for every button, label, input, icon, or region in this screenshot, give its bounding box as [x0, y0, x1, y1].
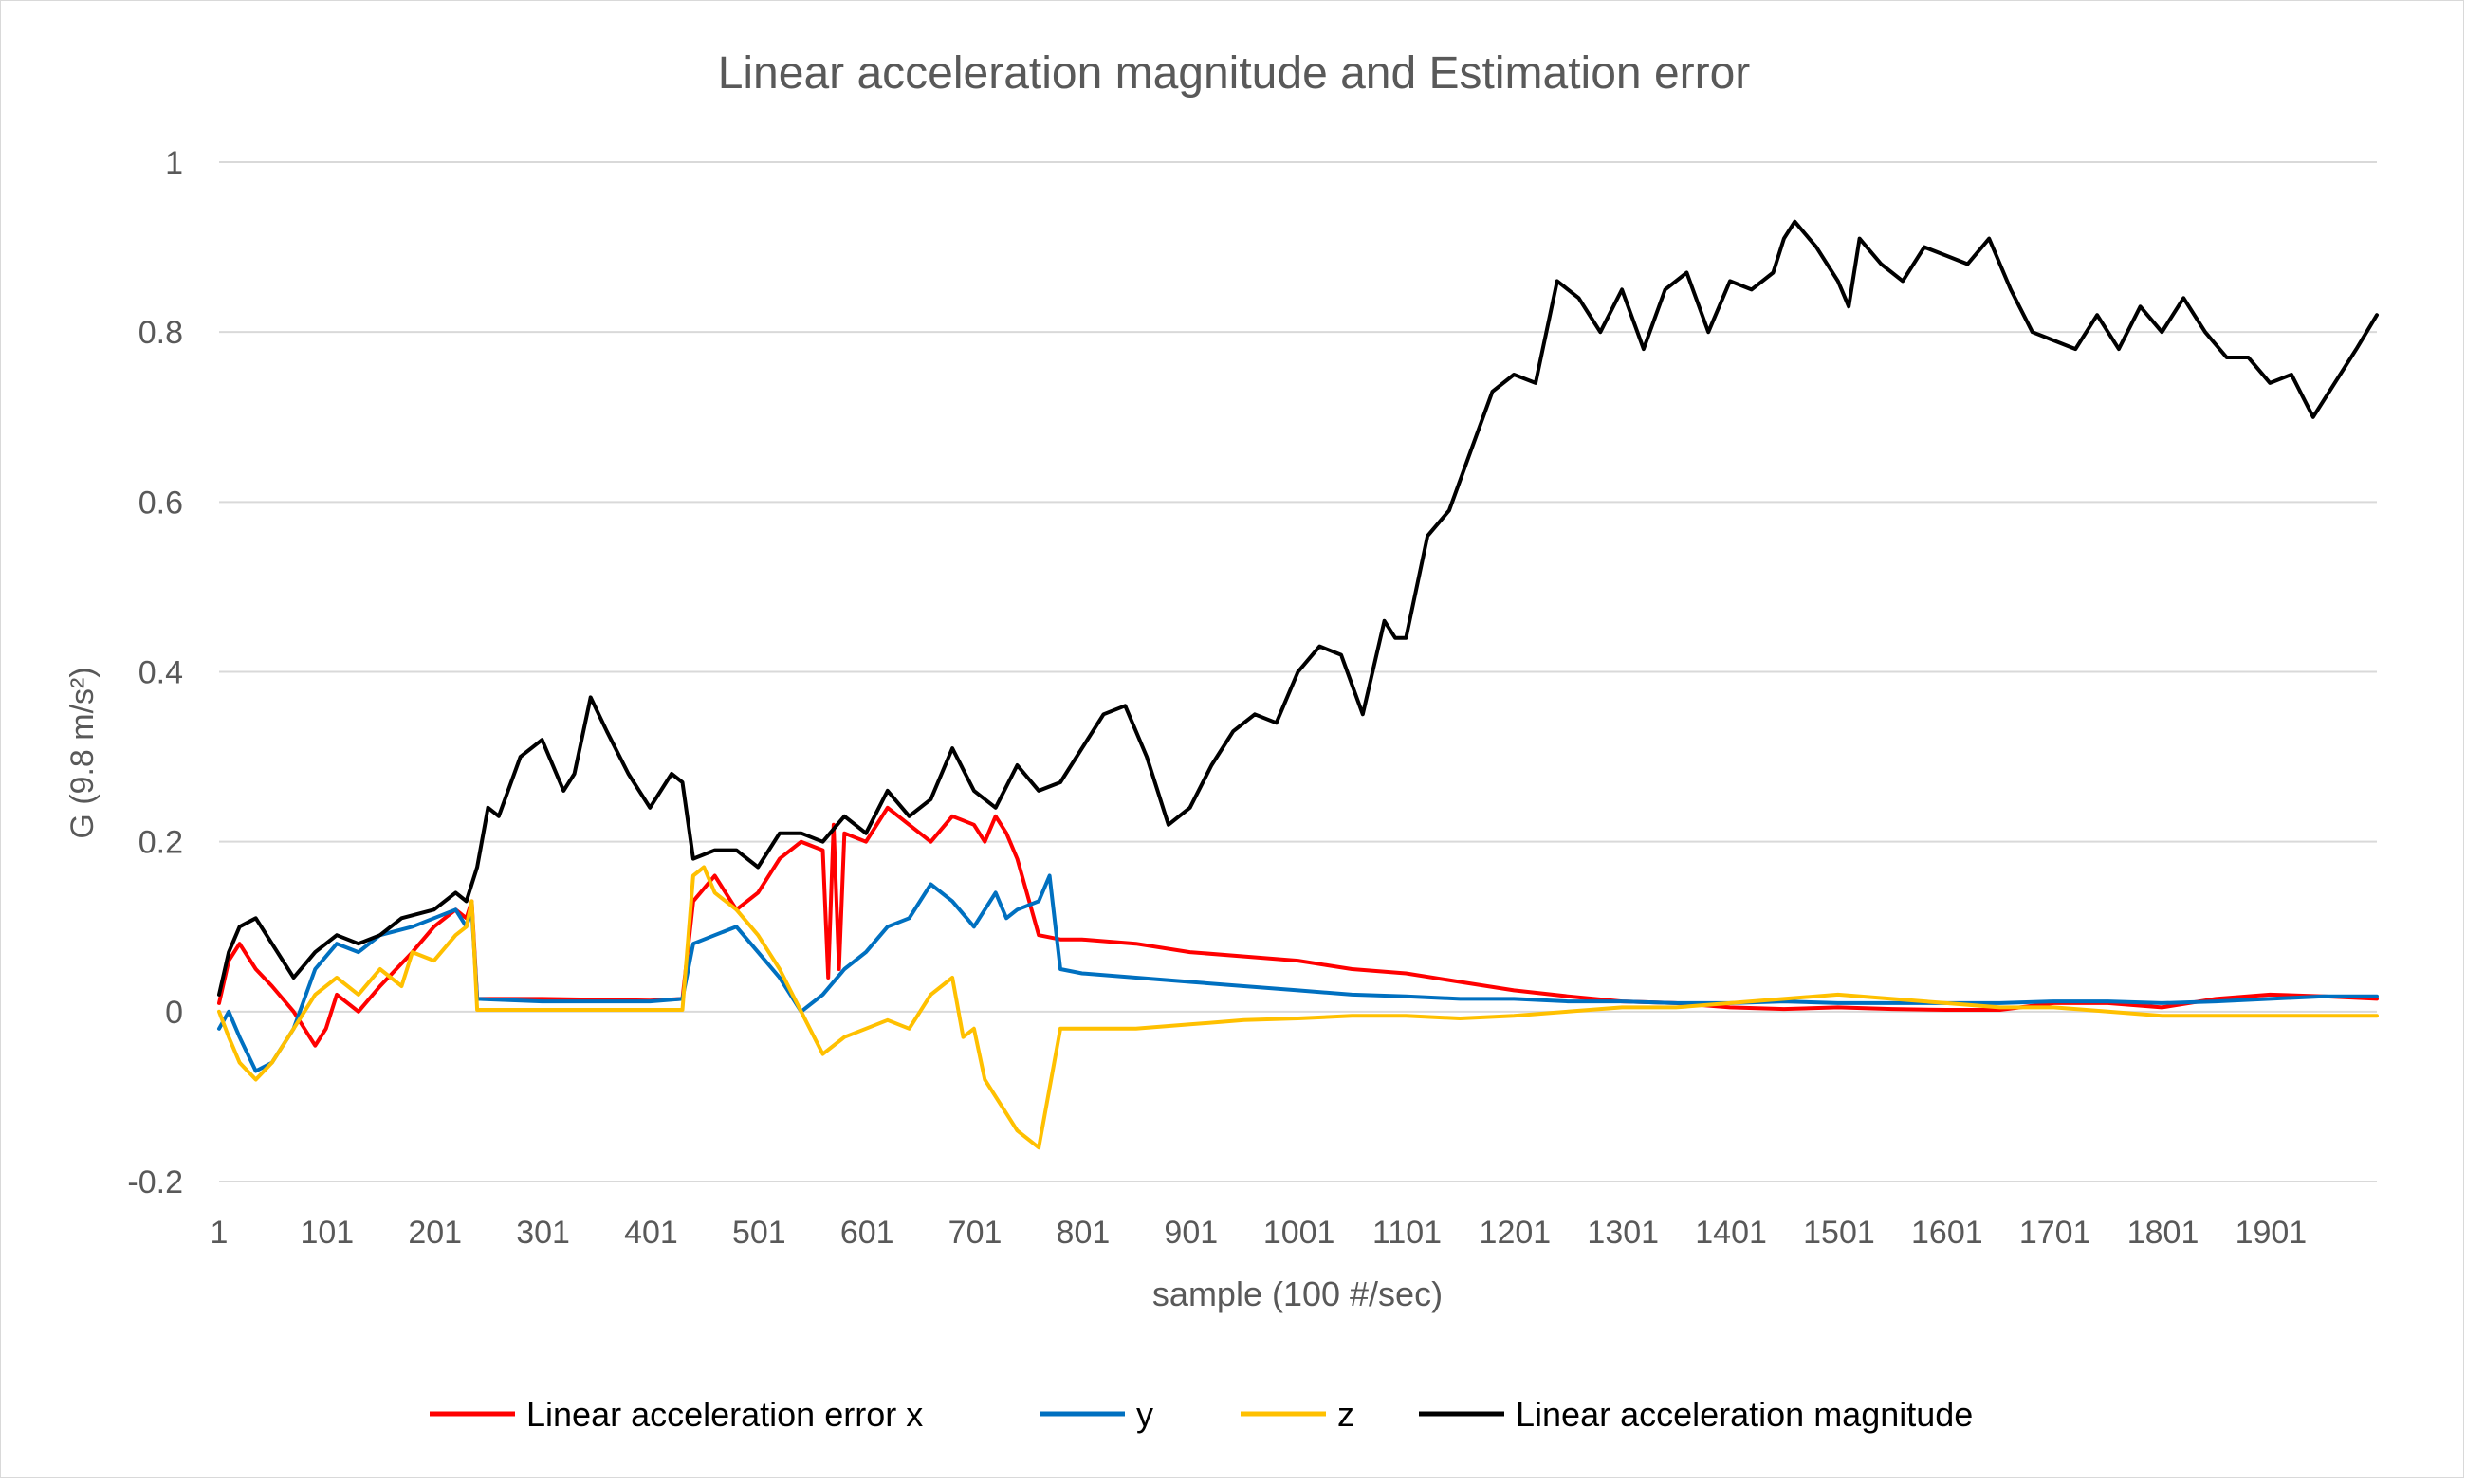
x-tick-label: 1901	[2236, 1215, 2308, 1251]
x-tick-label: 1501	[1803, 1215, 1875, 1251]
x-tick-label: 801	[1057, 1215, 1111, 1251]
y-tick-label: 0.2	[138, 825, 183, 861]
series-line-2	[217, 873, 2379, 1073]
x-tick-label: 1001	[1263, 1215, 1335, 1251]
y-tick-labels: -0.2 0 0.2 0.4 0.6 0.8 1	[127, 145, 183, 1200]
x-tick-label: 1201	[1480, 1215, 1552, 1251]
x-tick-label: 301	[516, 1215, 570, 1251]
y-axis-title: G (9.8 m/s²)	[64, 667, 101, 838]
x-tick-label: 701	[948, 1215, 1003, 1251]
series-lines	[217, 219, 2379, 1150]
y-tick-label: 1	[165, 145, 183, 181]
legend-label: Linear acceleration magnitude	[1516, 1395, 1973, 1434]
x-tick-label: 1301	[1587, 1215, 1659, 1251]
x-tick-label: 1401	[1695, 1215, 1767, 1251]
chart-title: Linear acceleration magnitude and Estima…	[718, 48, 1751, 99]
x-tick-label: 901	[1164, 1215, 1218, 1251]
series-line-1	[217, 805, 2379, 1048]
x-tick-label: 1801	[2127, 1215, 2199, 1251]
legend-label: z	[1337, 1395, 1354, 1434]
y-tick-label: 0.6	[138, 485, 183, 521]
legend: Linear acceleration error x y z Linear acce…	[430, 1395, 1973, 1434]
x-tick-label: 101	[300, 1215, 354, 1251]
x-tick-label: 1	[211, 1215, 229, 1251]
y-tick-label: 0.4	[138, 655, 183, 691]
legend-label: y	[1136, 1395, 1153, 1434]
x-tick-label: 601	[840, 1215, 894, 1251]
y-tick-label: 0	[165, 995, 183, 1031]
series-line-3	[217, 865, 2379, 1150]
x-axis-title: sample (100 #/sec)	[1152, 1274, 1443, 1313]
x-tick-label: 1101	[1372, 1215, 1442, 1251]
y-tick-label: -0.2	[127, 1164, 183, 1200]
x-tick-label: 1601	[1911, 1215, 1983, 1251]
x-tick-label: 501	[732, 1215, 786, 1251]
series-line-4	[217, 219, 2379, 997]
x-tick-label: 401	[624, 1215, 678, 1251]
x-tick-labels: 1 101 201 301 401 501 601 701 801 901 1001 1101 1201…	[211, 1215, 2308, 1251]
y-tick-label: 0.8	[138, 315, 183, 351]
x-tick-label: 1701	[2019, 1215, 2091, 1251]
x-tick-label: 201	[408, 1215, 462, 1251]
legend-label: Linear acceleration error x	[526, 1395, 923, 1434]
